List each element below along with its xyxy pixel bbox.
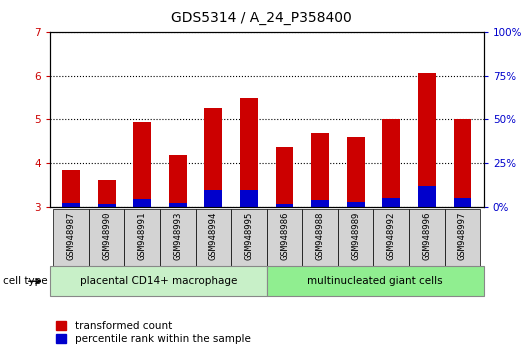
Text: GSM948989: GSM948989 (351, 212, 360, 260)
Bar (311, 200, 329, 207)
Text: GSM948988: GSM948988 (315, 212, 325, 260)
Bar (62, 203, 80, 207)
Text: GSM948993: GSM948993 (173, 212, 183, 260)
Bar (240, 190, 258, 207)
Text: GSM948992: GSM948992 (387, 212, 396, 260)
Bar (302, 209, 338, 266)
Bar (133, 122, 151, 207)
Bar (347, 202, 365, 207)
Bar (204, 108, 222, 207)
Bar (124, 209, 160, 266)
Text: multinucleated giant cells: multinucleated giant cells (308, 276, 443, 286)
Bar (53, 209, 89, 266)
Bar (160, 209, 196, 266)
Text: GSM948986: GSM948986 (280, 212, 289, 260)
Text: cell type: cell type (3, 276, 47, 286)
Bar (445, 209, 480, 266)
Bar (98, 180, 116, 207)
Text: GSM948994: GSM948994 (209, 212, 218, 260)
Text: GSM948996: GSM948996 (423, 212, 431, 260)
Text: GSM948991: GSM948991 (138, 212, 146, 260)
Bar (276, 147, 293, 207)
Text: GSM948995: GSM948995 (244, 212, 254, 260)
Bar (453, 120, 471, 207)
Bar (169, 155, 187, 207)
Bar (89, 209, 124, 266)
Text: GSM948997: GSM948997 (458, 212, 467, 260)
Bar (98, 204, 116, 207)
Bar (382, 120, 400, 207)
Bar (133, 199, 151, 207)
Bar (267, 266, 484, 296)
Bar (62, 170, 80, 207)
Bar (453, 198, 471, 207)
Text: GSM948990: GSM948990 (102, 212, 111, 260)
Bar (276, 205, 293, 207)
Text: GSM948987: GSM948987 (66, 212, 75, 260)
Bar (311, 133, 329, 207)
Bar (231, 209, 267, 266)
Bar (204, 190, 222, 207)
Bar (50, 266, 267, 296)
Legend: transformed count, percentile rank within the sample: transformed count, percentile rank withi… (55, 320, 252, 345)
Bar (409, 209, 445, 266)
Bar (240, 98, 258, 207)
Text: placental CD14+ macrophage: placental CD14+ macrophage (79, 276, 237, 286)
Bar (382, 198, 400, 207)
Bar (418, 186, 436, 207)
Bar (418, 73, 436, 207)
Bar (347, 137, 365, 207)
Bar (267, 209, 302, 266)
Bar (196, 209, 231, 266)
Bar (338, 209, 373, 266)
Bar (373, 209, 409, 266)
Bar (169, 203, 187, 207)
Text: GDS5314 / A_24_P358400: GDS5314 / A_24_P358400 (171, 11, 352, 25)
